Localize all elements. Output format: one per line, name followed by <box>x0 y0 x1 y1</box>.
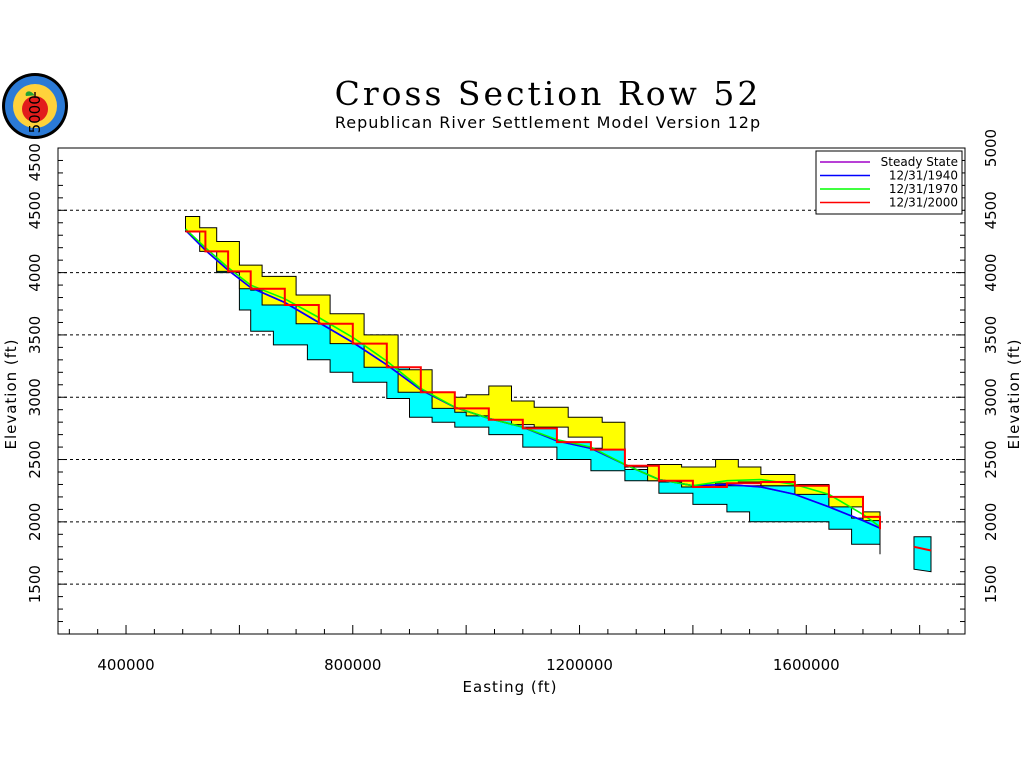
y-tick-label-left: 4500 <box>26 143 44 181</box>
axis-tick-labels: 400000 800000 1200000 1600000 1500 2000 2500 30… <box>26 95 1000 674</box>
y-tick-label-right: 2500 <box>982 440 1000 478</box>
y-tick-label-left: 4500 <box>26 191 44 229</box>
legend-label-0: Steady State <box>881 155 958 169</box>
y-tick-label-right: 5000 <box>982 129 1000 167</box>
y-tick-label-left: 1500 <box>26 565 44 603</box>
y-tick-label-left: 2000 <box>26 503 44 541</box>
axis-ticks <box>58 147 965 635</box>
cyan-layer-segment-2 <box>913 536 932 573</box>
y-tick-label-right: 4500 <box>982 191 1000 229</box>
x-tick-label: 800000 <box>324 656 381 674</box>
y-tick-label-right: 4000 <box>982 254 1000 292</box>
grid-lines <box>58 147 965 585</box>
series-line-3 <box>185 230 881 530</box>
series-line-3-segment-2 <box>913 545 932 552</box>
y-tick-label-right: 1500 <box>982 565 1000 603</box>
area-layers <box>185 216 932 573</box>
y-tick-label-right: 3500 <box>982 316 1000 354</box>
x-tick-label: 400000 <box>97 656 154 674</box>
y-axis-label-right: Elevation (ft) <box>1005 338 1023 449</box>
y-tick-label-right: 3000 <box>982 378 1000 416</box>
x-axis-label: Easting (ft) <box>463 678 558 696</box>
legend-label-3: 12/31/2000 <box>889 196 958 210</box>
legend-label-2: 12/31/1970 <box>889 182 958 196</box>
x-tick-label: 1600000 <box>773 656 840 674</box>
y-tick-label-right: 2000 <box>982 503 1000 541</box>
legend: Steady State12/31/194012/31/197012/31/20… <box>815 150 963 215</box>
chart-title: Cross Section Row 52 <box>335 74 762 113</box>
y-tick-label-left: 5000 <box>26 95 44 133</box>
legend-label-1: 12/31/1940 <box>889 169 958 183</box>
y-tick-label-left: 3500 <box>26 316 44 354</box>
y-tick-label-left: 3000 <box>26 378 44 416</box>
y-tick-label-left: 2500 <box>26 440 44 478</box>
series-lines <box>184 228 932 552</box>
x-tick-label: 1200000 <box>546 656 613 674</box>
state-seal-logo <box>2 73 68 139</box>
legend-box <box>815 150 963 215</box>
y-tick-label-left: 4000 <box>26 254 44 292</box>
plot-frame <box>57 147 966 635</box>
chart-subtitle: Republican River Settlement Model Versio… <box>335 113 761 132</box>
y-axis-label-left: Elevation (ft) <box>2 338 20 449</box>
